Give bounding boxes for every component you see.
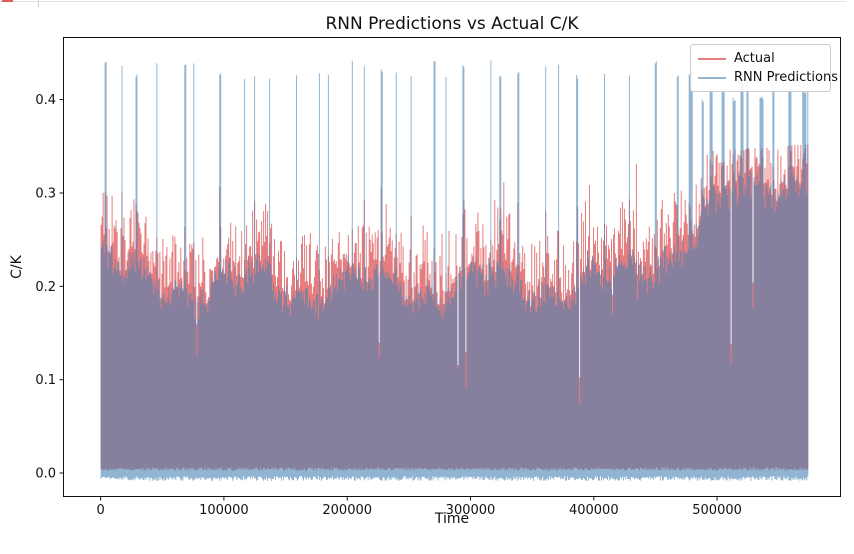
legend-line-actual-icon [698, 57, 726, 60]
x-tick-label: 100000 [199, 503, 249, 518]
legend-item-predictions: RNN Predictions [698, 68, 838, 87]
legend-item-actual: Actual [698, 49, 824, 68]
x-tick-label: 400000 [569, 503, 619, 518]
chart-title: RNN Predictions vs Actual C/K [325, 14, 579, 34]
x-axis-ticks: 0 100000 200000 300000 400000 500000 [96, 497, 742, 518]
top-line [0, 1, 846, 2]
x-tick-label: 500000 [692, 503, 742, 518]
x-tick-label: 300000 [446, 503, 496, 518]
y-axis-label: C/K [9, 255, 25, 279]
predictions-series-area [100, 60, 809, 481]
top-tab-tick [38, 0, 39, 7]
legend-label-actual: Actual [734, 51, 775, 66]
series-layer [100, 60, 809, 481]
legend-label-predictions: RNN Predictions [734, 70, 838, 85]
x-tick-label: 0 [96, 503, 104, 518]
y-axis-ticks: 0.0 0.1 0.2 0.3 0.4 [35, 93, 63, 482]
x-axis-label: Time [434, 511, 470, 527]
legend: Actual RNN Predictions [690, 44, 838, 92]
legend-line-predictions-icon [698, 76, 726, 79]
y-tick-label: 0.4 [35, 93, 56, 108]
y-tick-label: 0.0 [35, 467, 56, 482]
plot-border [63, 37, 841, 497]
y-tick-label: 0.3 [35, 187, 56, 202]
y-tick-label: 0.1 [35, 373, 56, 388]
x-tick-label: 200000 [322, 503, 372, 518]
top-accent-bar [2, 0, 13, 2]
y-tick-label: 0.2 [35, 280, 56, 295]
